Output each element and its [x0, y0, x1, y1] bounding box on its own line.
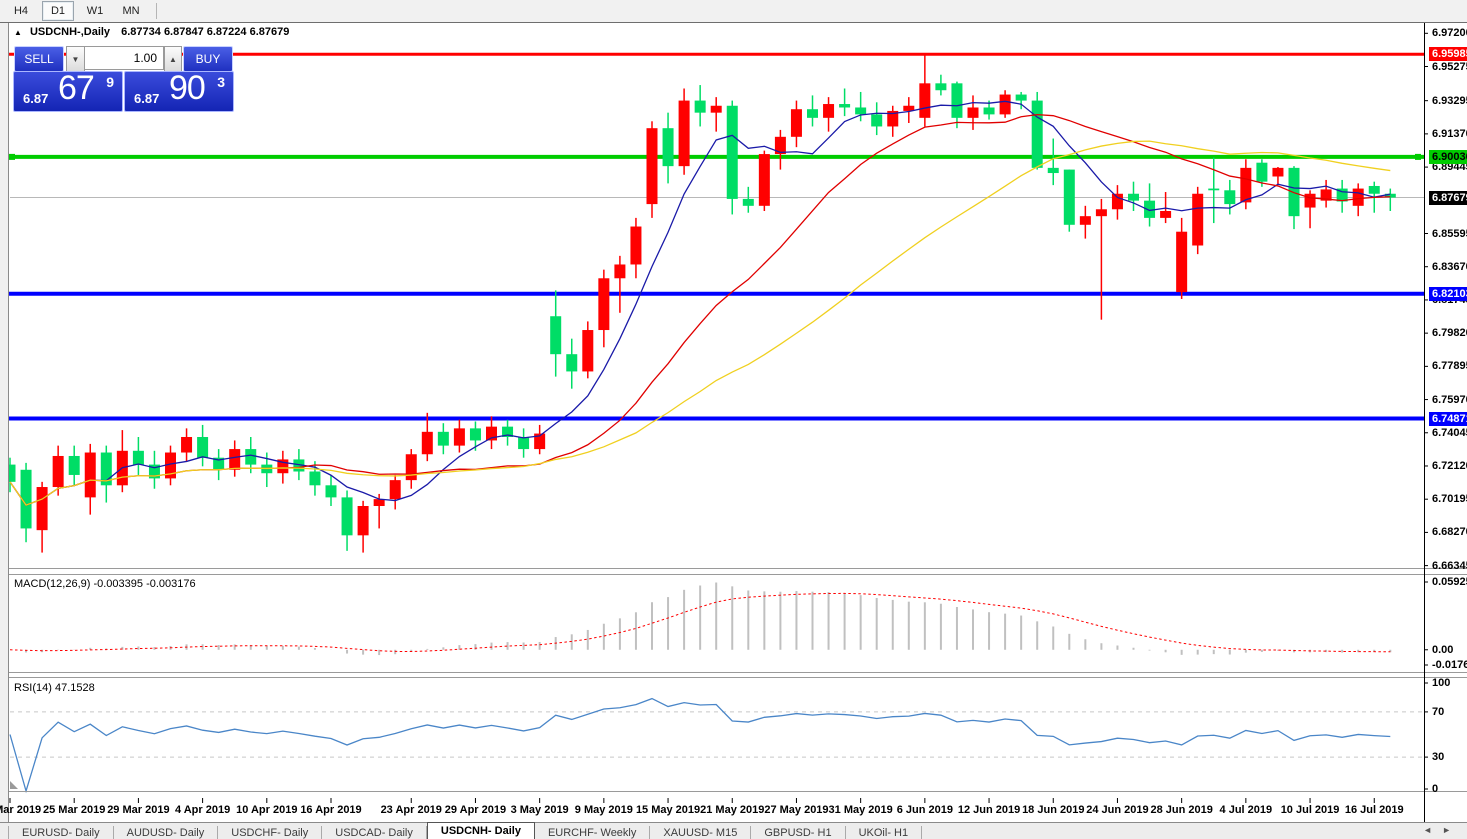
date-axis-label: 16 Apr 2019	[300, 804, 362, 816]
date-axis-label: 31 May 2019	[828, 804, 893, 816]
price-axis-label: 6.93295	[1432, 94, 1467, 107]
volume-input[interactable]	[84, 46, 164, 70]
price-axis-label: 6.91370	[1432, 127, 1467, 140]
timeframe-toolbar: H4 D1 W1 MN	[0, 0, 1467, 23]
tab-scrollers: ◄►	[1423, 825, 1461, 835]
chart-tab-ukoil[interactable]: UKOil- H1	[846, 826, 923, 839]
sell-price-big: 67	[58, 69, 95, 107]
chart-tab-usdcad[interactable]: USDCAD- Daily	[322, 826, 427, 839]
date-axis-label: 29 Mar 2019	[107, 804, 170, 816]
price-axis-label: 6.72120	[1432, 459, 1467, 472]
rsi-label: RSI(14) 47.1528	[14, 682, 95, 694]
buy-price-prefix: 6.87	[134, 91, 160, 106]
rsi-axis-label: 70	[1432, 705, 1445, 718]
level-price-badge: 6.82103	[1429, 286, 1467, 301]
price-axis-label: 6.68270	[1432, 526, 1467, 539]
level-price-badge: 6.95985	[1429, 47, 1467, 62]
toolbar-separator	[156, 3, 157, 19]
date-axis-label: 27 May 2019	[764, 804, 829, 816]
price-axis-label: 6.66345	[1432, 559, 1467, 572]
rsi-axis-label: 30	[1432, 751, 1445, 764]
date-axis-label: 6 Jun 2019	[896, 804, 953, 816]
sell-price-panel[interactable]: 6.87 67 9	[13, 69, 123, 112]
date-axis-label: 3 May 2019	[510, 804, 569, 816]
timeframe-button-d1[interactable]: D1	[42, 1, 74, 21]
left-dock-strip	[0, 23, 9, 823]
price-axis-label: 6.77895	[1432, 360, 1467, 373]
chart-tab-audusd[interactable]: AUDUSD- Daily	[114, 826, 219, 839]
chart-tab-usdcnh[interactable]: USDCNH- Daily	[426, 822, 535, 839]
buy-price-panel[interactable]: 6.87 90 3	[124, 69, 234, 112]
scroll-right-icon[interactable]: ►	[1442, 825, 1461, 835]
price-axis-label: 6.75970	[1432, 393, 1467, 406]
date-axis-label: 10 Jul 2019	[1280, 804, 1340, 816]
price-axis-label: 6.85595	[1432, 227, 1467, 240]
price-axis-label: 6.79820	[1432, 327, 1467, 340]
date-axis-label: 12 Jun 2019	[957, 804, 1021, 816]
chart-title: ▲ USDCNH-,Daily 6.87734 6.87847 6.87224 …	[14, 26, 289, 40]
chevron-down-icon: ▼	[71, 54, 80, 64]
date-axis-label: 18 Jun 2019	[1022, 804, 1085, 816]
date-axis-label: 4 Apr 2019	[174, 804, 231, 816]
chart-tab-bar: EURUSD- Daily AUDUSD- Daily USDCHF- Daily U…	[0, 822, 1467, 839]
chart-tab-usdchf[interactable]: USDCHF- Daily	[218, 826, 323, 839]
timeframe-button-mn[interactable]: MN	[122, 5, 140, 17]
date-axis-label: 25 Mar 2019	[42, 804, 106, 816]
sell-price-prefix: 6.87	[23, 91, 49, 106]
date-axis-label: 19 Mar 2019	[0, 804, 42, 816]
price-axis-label: 6.97200	[1432, 27, 1467, 40]
macd-label: MACD(12,26,9) -0.003395 -0.003176	[14, 578, 196, 590]
sell-price-pip: 9	[106, 74, 114, 90]
date-axis-label: 24 Jun 2019	[1086, 804, 1149, 816]
timeframe-button-w1[interactable]: W1	[86, 5, 104, 17]
date-axis-label: 29 Apr 2019	[444, 804, 507, 816]
date-axis-label: 10 Apr 2019	[236, 804, 298, 816]
rsi-axis-label: 100	[1432, 677, 1451, 689]
chart-symbol-label: USDCNH-,Daily	[29, 26, 111, 38]
price-axis-label: 6.74045	[1432, 426, 1467, 439]
date-axis-label: 21 May 2019	[700, 804, 765, 816]
date-axis-label: 28 Jun 2019	[1150, 804, 1213, 816]
buy-price-pip: 3	[217, 74, 225, 90]
price-axis-label: 6.95275	[1432, 60, 1467, 73]
collapse-triangle-icon[interactable]: ▲	[14, 28, 22, 37]
date-axis-label: 15 May 2019	[635, 804, 701, 816]
macd-axis-zero: 0.00	[1432, 643, 1454, 656]
buy-price-big: 90	[169, 69, 206, 107]
chart-tab-eurusd[interactable]: EURUSD- Daily	[8, 826, 114, 839]
date-axis-label: 23 Apr 2019	[380, 804, 442, 816]
macd-axis-max: 0.059256	[1432, 576, 1467, 588]
level-price-badge: 6.74871	[1429, 411, 1467, 426]
chevron-up-icon: ▲	[169, 54, 177, 64]
macd-axis-min: -0.017613	[1432, 659, 1467, 671]
current-price-badge: 6.87679	[1429, 190, 1467, 205]
chart-tab-eurchf[interactable]: EURCHF- Weekly	[535, 826, 651, 839]
chart-ohlc-values: 6.87734 6.87847 6.87224 6.87679	[121, 26, 290, 38]
sell-button[interactable]: SELL	[14, 46, 64, 72]
date-axis-label: 4 Jul 2019	[1219, 804, 1273, 816]
date-axis-label: 16 Jul 2019	[1344, 804, 1404, 816]
price-axis-label: 6.83670	[1432, 260, 1467, 273]
timeframe-button-h4[interactable]: H4	[13, 5, 29, 17]
scroll-left-icon[interactable]: ◄	[1423, 825, 1443, 835]
rsi-axis-label: 0	[1432, 783, 1439, 795]
chart-tab-gbpusd[interactable]: GBPUSD- H1	[751, 826, 846, 839]
chart-tab-xauusd[interactable]: XAUUSD- M15	[650, 826, 752, 839]
price-axis-label: 6.89445	[1432, 161, 1467, 174]
price-axis-label: 6.70195	[1432, 493, 1467, 506]
date-axis-label: 9 May 2019	[574, 804, 633, 816]
